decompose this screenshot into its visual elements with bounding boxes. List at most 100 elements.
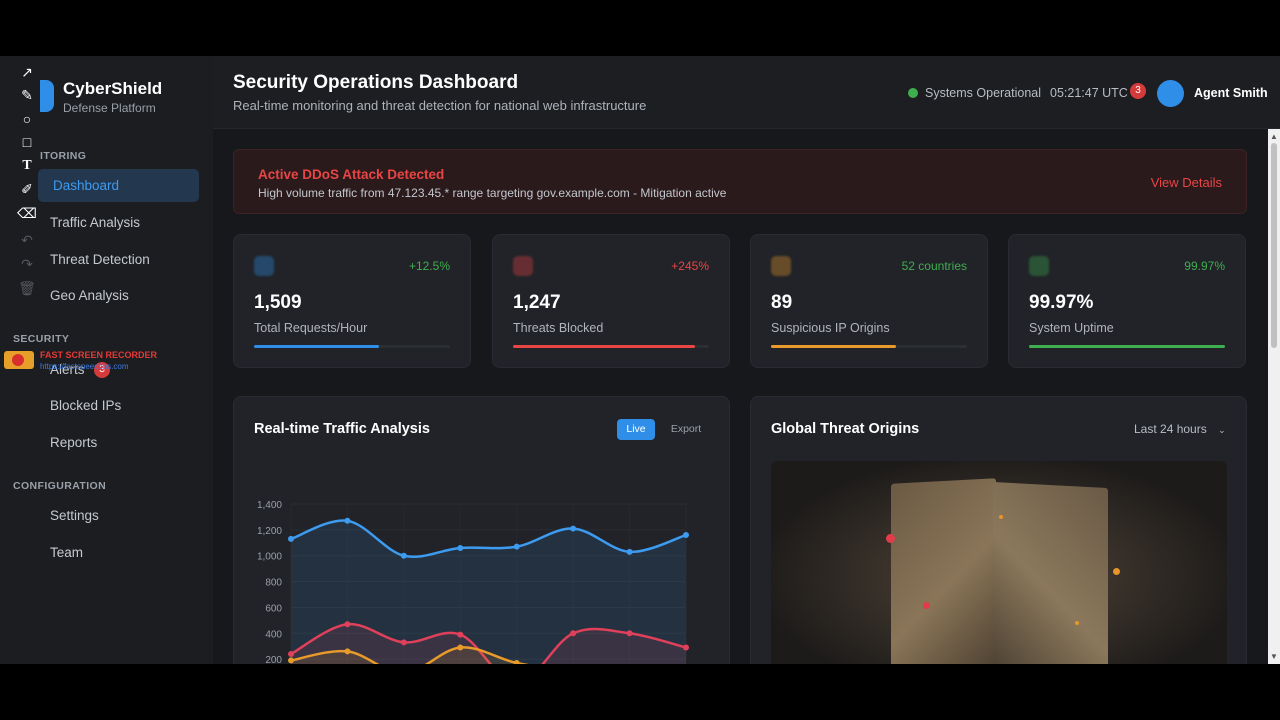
- recorder-logo-icon: [4, 351, 34, 369]
- y-tick-label: 1,000: [257, 552, 282, 563]
- system-status: Systems Operational: [925, 86, 1042, 100]
- threat-marker[interactable]: [999, 515, 1003, 519]
- threat-marker[interactable]: [886, 534, 895, 543]
- time-range-select[interactable]: Last 24 hours ⌄: [1134, 422, 1226, 436]
- undo-icon[interactable]: ↶: [21, 232, 33, 248]
- alert-message: High volume traffic from 47.123.45.* ran…: [258, 186, 727, 200]
- rectangle-tool-icon[interactable]: □: [22, 134, 32, 150]
- sidebar-item-reports[interactable]: Reports: [50, 435, 98, 450]
- panel-title: Real-time Traffic Analysis: [254, 421, 430, 437]
- stat-change: 99.97%: [1184, 259, 1225, 273]
- stat-value: 1,509: [254, 292, 302, 313]
- progress-bar: [1029, 345, 1225, 348]
- stat-value: 99.97%: [1029, 292, 1094, 313]
- section-label-security: SECURITY: [13, 333, 70, 345]
- time-range-value: Last 24 hours: [1134, 422, 1207, 436]
- alerts-count-badge: 3: [94, 362, 110, 378]
- data-point: [457, 644, 464, 651]
- stat-label: System Uptime: [1029, 321, 1114, 335]
- stat-change: +245%: [671, 259, 709, 273]
- app-window: CyberShield Defense Platform ITORING Das…: [0, 56, 1280, 664]
- scroll-up-icon[interactable]: ▲: [1270, 132, 1278, 141]
- pencil-tool-icon[interactable]: ✎: [21, 87, 33, 103]
- stat-card-requests: +12.5% 1,509 Total Requests/Hour: [233, 234, 471, 368]
- sidebar-item-team[interactable]: Team: [50, 545, 84, 560]
- brand-name: CyberShield: [63, 79, 163, 98]
- threat-map-image: [771, 461, 1227, 664]
- logo-icon: [40, 80, 54, 112]
- panel-title: Global Threat Origins: [771, 421, 920, 437]
- scroll-down-icon[interactable]: ▼: [1270, 652, 1278, 661]
- shield-icon: [513, 256, 533, 276]
- recorder-url: https://fastspeedtips.com: [40, 362, 129, 371]
- series-area: [291, 624, 686, 664]
- stat-label: Suspicious IP Origins: [771, 321, 890, 335]
- text-tool-icon[interactable]: T: [22, 158, 32, 173]
- utc-clock: 05:21:47 UTC: [1050, 86, 1128, 100]
- y-tick-label: 800: [265, 578, 282, 589]
- stat-value: 1,247: [513, 292, 561, 313]
- notification-badge[interactable]: 3: [1130, 83, 1146, 99]
- data-point: [288, 535, 294, 542]
- live-button[interactable]: Live: [617, 419, 655, 440]
- threat-marker[interactable]: [923, 602, 930, 609]
- export-button[interactable]: Export: [670, 423, 702, 435]
- progress-bar: [254, 345, 380, 348]
- sidebar-item-dashboard[interactable]: Dashboard: [38, 169, 199, 202]
- series-line: [290, 622, 687, 664]
- sidebar-item-geo-analysis[interactable]: Geo Analysis: [50, 288, 129, 303]
- view-details-button[interactable]: View Details: [1150, 175, 1222, 190]
- highlighter-tool-icon[interactable]: ✐: [21, 181, 33, 197]
- progress-bar: [771, 345, 897, 348]
- data-point: [344, 648, 351, 655]
- scrollbar-thumb[interactable]: [1271, 143, 1277, 348]
- sidebar-item-settings[interactable]: Settings: [50, 508, 99, 523]
- sidebar: CyberShield Defense Platform ITORING Das…: [0, 56, 213, 664]
- data-point: [570, 630, 577, 637]
- sidebar-item-traffic-analysis[interactable]: Traffic Analysis: [50, 215, 141, 230]
- data-point: [513, 543, 520, 550]
- data-point: [288, 657, 294, 664]
- traffic-analysis-panel: Real-time Traffic Analysis Live Export 1…: [233, 396, 730, 664]
- arrow-tool-icon[interactable]: ↗: [21, 64, 33, 80]
- y-tick-label: 400: [265, 629, 282, 640]
- requests-icon: [254, 256, 274, 276]
- chevron-down-icon: ⌄: [1218, 425, 1226, 435]
- data-point: [288, 650, 294, 657]
- threat-marker[interactable]: [1075, 621, 1079, 625]
- data-point: [626, 630, 633, 637]
- sidebar-item-alerts[interactable]: Alerts: [50, 362, 85, 377]
- book-page-right: [993, 481, 1108, 664]
- data-point: [400, 639, 407, 646]
- user-name[interactable]: Agent Smith: [1194, 86, 1268, 100]
- sidebar-item-blocked-ips[interactable]: Blocked IPs: [50, 398, 122, 413]
- vertical-scrollbar[interactable]: ▲ ▼: [1268, 129, 1280, 664]
- globe-icon: [771, 256, 791, 276]
- trash-icon[interactable]: 🗑: [18, 280, 36, 296]
- threat-marker[interactable]: [1113, 568, 1120, 575]
- recorder-title: FAST SCREEN RECORDER: [40, 350, 158, 360]
- redo-icon[interactable]: ↷: [21, 256, 33, 272]
- series-line: [290, 646, 529, 664]
- circle-tool-icon[interactable]: ○: [22, 111, 32, 127]
- progress-bar: [513, 345, 696, 348]
- stat-card-uptime: 99.97% 99.97% System Uptime: [1008, 234, 1246, 368]
- eraser-tool-icon[interactable]: ⌫: [17, 205, 37, 221]
- uptime-icon: [1029, 256, 1049, 276]
- data-point: [344, 621, 351, 628]
- y-tick-label: 600: [265, 603, 282, 614]
- brand-subtitle: Defense Platform: [63, 101, 156, 115]
- data-point: [570, 525, 577, 532]
- threat-origins-panel: Global Threat Origins Last 24 hours ⌄: [750, 396, 1247, 664]
- avatar[interactable]: [1157, 80, 1184, 107]
- stat-change: +12.5%: [408, 259, 450, 273]
- y-tick-label: 1,400: [257, 500, 282, 511]
- book-page-left: [891, 478, 996, 664]
- header: Security Operations Dashboard Real-time …: [213, 56, 1280, 129]
- data-point: [457, 631, 464, 638]
- section-label-configuration: CONFIGURATION: [13, 480, 107, 492]
- status-indicator-icon: [908, 88, 918, 98]
- data-point: [683, 532, 689, 539]
- sidebar-item-threat-detection[interactable]: Threat Detection: [50, 252, 150, 267]
